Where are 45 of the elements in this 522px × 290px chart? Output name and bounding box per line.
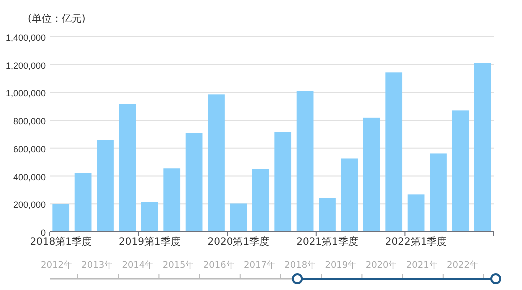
x-tick-label: 2021第1季度 [296, 236, 358, 248]
text: 2021年 [406, 260, 438, 271]
bar [408, 194, 425, 232]
bar [74, 173, 92, 232]
y-tick-label: 400,000 [13, 172, 46, 182]
bar [97, 140, 114, 232]
bar [296, 91, 314, 232]
y-tick-label: 800,000 [13, 116, 46, 127]
text: 2014年 [122, 260, 154, 271]
bar [319, 198, 336, 232]
text: 2020年 [366, 260, 398, 271]
text: 2022年 [447, 260, 479, 271]
bar [430, 154, 447, 232]
text: 2015年 [162, 260, 195, 271]
text: 2013年 [82, 260, 114, 271]
bar [119, 104, 136, 232]
text: 2019年 [325, 260, 358, 271]
bar [452, 110, 470, 232]
y-tick-label: 200,000 [13, 200, 46, 210]
bar [230, 204, 248, 232]
y-tick-label: 1,200,000 [6, 60, 46, 71]
bar [474, 63, 492, 232]
y-tick-label: 600,000 [13, 144, 46, 154]
y-axis-title: (单位：亿元) [28, 13, 86, 25]
bar [363, 118, 380, 232]
text: 2012年 [41, 260, 73, 271]
bar [141, 202, 158, 232]
bar [274, 132, 292, 232]
bar [252, 169, 270, 232]
x-tick-label: 2018第1季度 [30, 236, 92, 248]
bar [386, 72, 403, 232]
x-tick-label: 2020第1季度 [208, 236, 270, 248]
y-tick-label: 1,400,000 [6, 33, 46, 43]
text: 2016年 [203, 260, 236, 271]
text: 2017年 [244, 260, 276, 271]
y-tick-label: 0 [40, 228, 46, 238]
bar [341, 158, 358, 232]
bar [208, 94, 225, 232]
bar [52, 204, 70, 232]
text: 2018年 [284, 260, 317, 271]
bar [164, 168, 181, 232]
x-tick-label: 2019第1季度 [118, 236, 181, 248]
y-tick-label: 1,000,000 [6, 88, 46, 99]
bar [186, 133, 203, 232]
x-tick-label: 2022第1季度 [385, 236, 448, 248]
